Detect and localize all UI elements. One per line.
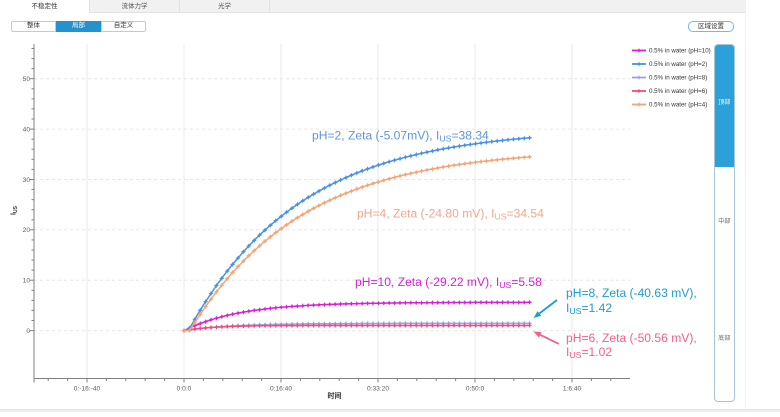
svg-text:0:50:0: 0:50:0 [466,386,485,393]
svg-text:0.5% in water (pH=8): 0.5% in water (pH=8) [649,75,707,82]
svg-text:pH=4, Zeta (-24.80 mV), IUS​=3: pH=4, Zeta (-24.80 mV), IUS​=34.54 [357,207,544,222]
svg-text:IUS​=1.42: IUS​=1.42 [566,301,612,316]
svg-text:0:-16:-40: 0:-16:-40 [74,386,101,393]
svg-text:30: 30 [23,177,31,184]
svg-text:pH=10, Zeta (-29.22 mV), IUS​=: pH=10, Zeta (-29.22 mV), IUS​=5.58 [355,275,542,290]
svg-text:pH=6, Zeta (-50.56 mV),: pH=6, Zeta (-50.56 mV), [566,331,697,345]
svg-text:pH=2, Zeta (-5.07mV), IUS​=38.: pH=2, Zeta (-5.07mV), IUS​=38.34 [312,129,489,144]
svg-text:20: 20 [23,227,31,234]
svg-text:0.5% in water (pH=10): 0.5% in water (pH=10) [649,48,711,55]
svg-text:0.5% in water (pH=6): 0.5% in water (pH=6) [649,88,707,95]
svg-text:40: 40 [23,126,31,133]
svg-text:10: 10 [23,278,31,285]
svg-text:1:6:40: 1:6:40 [563,386,582,393]
svg-text:IUS: IUS [11,205,20,215]
svg-text:时间: 时间 [328,391,342,400]
svg-text:0.5% in water (pH=2): 0.5% in water (pH=2) [649,61,707,68]
svg-text:50: 50 [23,76,31,83]
svg-text:pH=8, Zeta (-40.63 mV),: pH=8, Zeta (-40.63 mV), [566,286,697,300]
svg-text:0: 0 [26,328,30,335]
svg-text:0:16:40: 0:16:40 [270,386,292,393]
svg-text:0.5% in water (pH=4): 0.5% in water (pH=4) [649,102,707,109]
svg-text:IUS​=1.02: IUS​=1.02 [566,345,612,360]
svg-text:0:33:20: 0:33:20 [367,386,389,393]
svg-text:0:0:0: 0:0:0 [177,386,192,393]
